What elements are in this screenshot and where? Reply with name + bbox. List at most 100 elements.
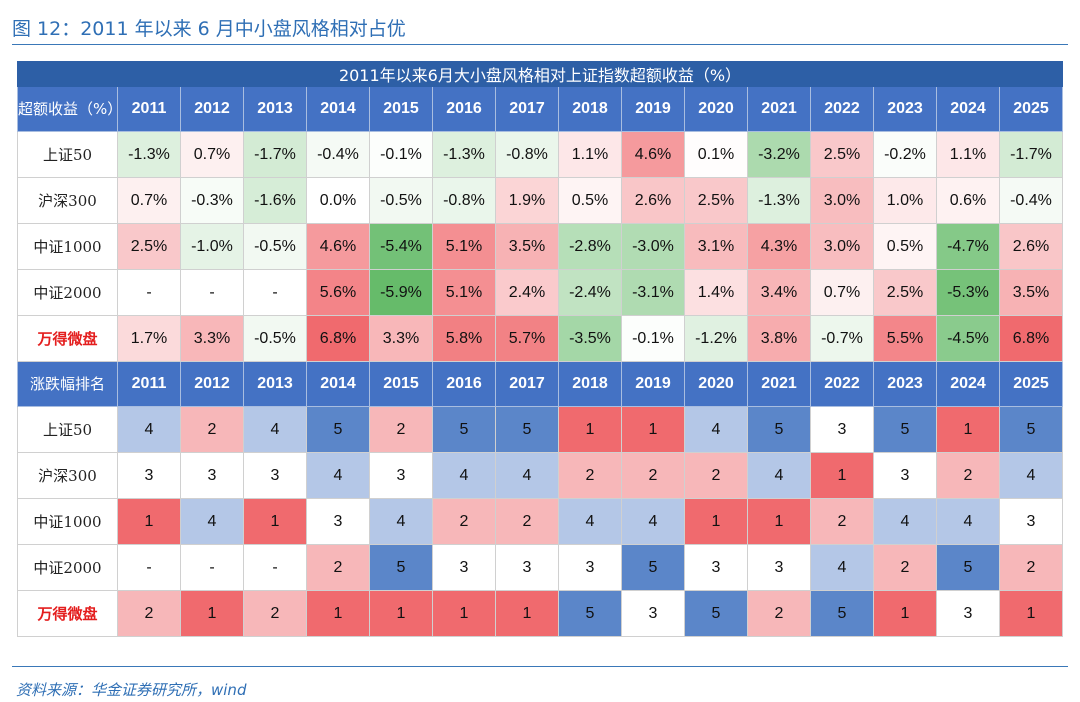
table-caption: 2011年以来6月大小盘风格相对上证指数超额收益（%） bbox=[17, 61, 1063, 87]
excess-return-cell: 1.0% bbox=[873, 177, 937, 224]
rank-row: 中证2000- - -2 5 3 3 3 5 3 3 4 2 5 2 bbox=[17, 544, 1063, 591]
year-header-cell: 2025 bbox=[999, 86, 1063, 132]
year-header-cell: 2020 bbox=[684, 86, 748, 132]
excess-return-row: 沪深300 0.7% -0.3% -1.6% 0.0% -0.5% -0.8% 1.9% 0.5… bbox=[17, 177, 1063, 224]
index-label: 沪深300 bbox=[17, 177, 118, 224]
excess-return-cell: -0.4% bbox=[999, 177, 1063, 224]
excess-return-cell: -0.8% bbox=[495, 131, 559, 178]
rank-cell: 5 bbox=[495, 406, 559, 453]
excess-return-cell: -1.0% bbox=[180, 223, 244, 270]
year-header-cell: 2022 bbox=[810, 86, 874, 132]
excess-return-row: 万得微盘 1.7% 3.3% -0.5% 6.8% 3.3% 5.8% 5.7% -3.5% -0… bbox=[17, 315, 1063, 362]
excess-return-cell: -1.2% bbox=[684, 315, 748, 362]
excess-return-cell: 3.3% bbox=[180, 315, 244, 362]
excess-return-cell: 6.8% bbox=[999, 315, 1063, 362]
year-header-cell: 2022 bbox=[810, 361, 874, 407]
excess-return-cell: 0.5% bbox=[873, 223, 937, 270]
excess-return-cell: 5.7% bbox=[495, 315, 559, 362]
excess-return-cell: 1.9% bbox=[495, 177, 559, 224]
excess-return-cell: 1.4% bbox=[684, 269, 748, 316]
excess-return-cell: 4.6% bbox=[306, 223, 370, 270]
rank-cell: 3 bbox=[432, 544, 496, 591]
rank-cell: 3 bbox=[810, 406, 874, 453]
rank-row: 中证1000 1 4 1 3 4 2 2 4 4 1 1 2 4 4 3 bbox=[17, 498, 1063, 545]
rank-cell: 4 bbox=[873, 498, 937, 545]
year-header-cell: 2017 bbox=[495, 361, 559, 407]
year-header-cell: 2015 bbox=[369, 86, 433, 132]
rank-cell: 4 bbox=[117, 406, 181, 453]
excess-return-cell: 0.1% bbox=[684, 131, 748, 178]
rank-cell: 5 bbox=[747, 406, 811, 453]
year-header-cell: 2018 bbox=[558, 361, 622, 407]
year-header-cell: 2023 bbox=[873, 361, 937, 407]
rank-cell: 5 bbox=[873, 406, 937, 453]
rank-cell: 1 bbox=[558, 406, 622, 453]
rank-cell: 2 bbox=[621, 452, 685, 499]
index-label: 中证1000 bbox=[17, 498, 118, 545]
rank-cell: 3 bbox=[936, 590, 1000, 637]
year-header-cell: 2025 bbox=[999, 361, 1063, 407]
rank-cell: - bbox=[243, 544, 307, 591]
rank-cell: 5 bbox=[936, 544, 1000, 591]
excess-return-cell: 2.5% bbox=[873, 269, 937, 316]
index-label: 中证1000 bbox=[17, 223, 118, 270]
excess-return-cell: -3.2% bbox=[747, 131, 811, 178]
year-header-cell: 2013 bbox=[243, 86, 307, 132]
rank-cell: 3 bbox=[180, 452, 244, 499]
rank-cell: 2 bbox=[936, 452, 1000, 499]
rank-cell: - bbox=[117, 544, 181, 591]
rank-cell: 4 bbox=[747, 452, 811, 499]
excess-return-cell: -3.1% bbox=[621, 269, 685, 316]
year-header-cell: 2016 bbox=[432, 361, 496, 407]
rank-cell: 1 bbox=[684, 498, 748, 545]
year-header-cell: 2024 bbox=[936, 86, 1000, 132]
year-header-cell: 2012 bbox=[180, 86, 244, 132]
excess-return-cell: -0.5% bbox=[243, 223, 307, 270]
excess-return-cell: -1.6% bbox=[243, 177, 307, 224]
rank-cell: 3 bbox=[558, 544, 622, 591]
year-header-cell: 2017 bbox=[495, 86, 559, 132]
rank-cell: 2 bbox=[117, 590, 181, 637]
excess-return-cell: -1.7% bbox=[243, 131, 307, 178]
excess-return-cell: -0.1% bbox=[621, 315, 685, 362]
year-header-cell: 2012 bbox=[180, 361, 244, 407]
index-label: 中证2000 bbox=[17, 269, 118, 316]
rank-cell: 4 bbox=[558, 498, 622, 545]
rank-cell: 4 bbox=[243, 406, 307, 453]
rank-row: 上证50 4 2 4 5 2 5 5 1 1 4 5 3 5 1 5 bbox=[17, 406, 1063, 453]
year-header-cell: 2023 bbox=[873, 86, 937, 132]
excess-return-cell: -2.4% bbox=[558, 269, 622, 316]
excess-header-row: 超额收益（%） 2011 2012 2013 2014 2015 2016 2017 2018 2… bbox=[17, 86, 1063, 132]
excess-return-cell: 0.7% bbox=[180, 131, 244, 178]
excess-return-cell: -0.4% bbox=[306, 131, 370, 178]
rank-cell: 2 bbox=[999, 544, 1063, 591]
table-caption-row: 2011年以来6月大小盘风格相对上证指数超额收益（%） bbox=[17, 61, 1063, 87]
excess-return-cell: 1.1% bbox=[558, 131, 622, 178]
rank-cell: 1 bbox=[306, 590, 370, 637]
rank-cell: 1 bbox=[369, 590, 433, 637]
rank-cell: 4 bbox=[306, 452, 370, 499]
rank-row: 万得微盘 2 1 2 1 1 1 1 5 3 5 2 5 1 3 1 bbox=[17, 590, 1063, 637]
excess-return-cell: - bbox=[180, 269, 244, 316]
year-header-cell: 2011 bbox=[117, 86, 181, 132]
excess-return-cell: -0.3% bbox=[180, 177, 244, 224]
excess-return-cell: 1.7% bbox=[117, 315, 181, 362]
rank-cell: 3 bbox=[495, 544, 559, 591]
rank-cell: 5 bbox=[810, 590, 874, 637]
style-excess-return-table: 2011年以来6月大小盘风格相对上证指数超额收益（%） 超额收益（%） 2011 2… bbox=[17, 61, 1063, 637]
rank-cell: 5 bbox=[432, 406, 496, 453]
excess-return-cell: 2.5% bbox=[684, 177, 748, 224]
year-header-cell: 2021 bbox=[747, 361, 811, 407]
rank-cell: 4 bbox=[684, 406, 748, 453]
year-header-cell: 2018 bbox=[558, 86, 622, 132]
excess-return-cell: -0.5% bbox=[243, 315, 307, 362]
excess-return-cell: 6.8% bbox=[306, 315, 370, 362]
rank-row: 沪深300 3 3 3 4 3 4 4 2 2 2 4 1 3 2 4 bbox=[17, 452, 1063, 499]
year-header-cell: 2011 bbox=[117, 361, 181, 407]
rank-cell: 4 bbox=[369, 498, 433, 545]
excess-return-cell: -1.7% bbox=[999, 131, 1063, 178]
rank-cell: 3 bbox=[747, 544, 811, 591]
rank-cell: 2 bbox=[432, 498, 496, 545]
rank-cell: 4 bbox=[432, 452, 496, 499]
rank-cell: 2 bbox=[873, 544, 937, 591]
